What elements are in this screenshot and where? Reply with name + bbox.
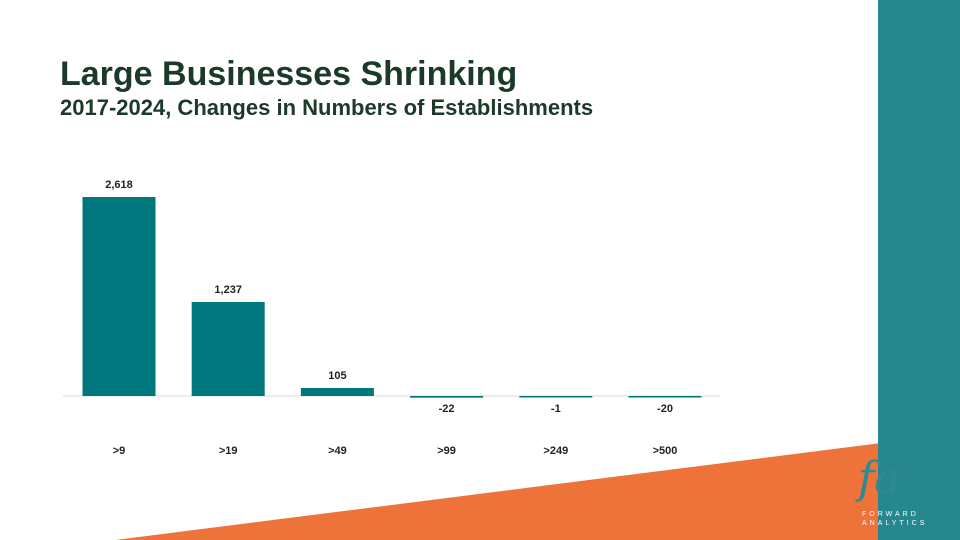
data-label-4: -1 <box>551 403 561 415</box>
chart-title: Large Businesses Shrinking <box>60 55 518 93</box>
logo-mark: fa <box>858 453 901 504</box>
data-label-3: -22 <box>439 403 455 415</box>
logo-word-analytics: ANALYTICS <box>862 520 928 527</box>
bar-3 <box>410 396 484 398</box>
bar-5 <box>628 396 702 398</box>
x-tick-label-2: >49 <box>328 445 347 457</box>
chart-subtitle: 2017-2024, Changes in Numbers of Establi… <box>60 95 594 120</box>
bar-0 <box>82 197 156 396</box>
x-tick-label-4: >249 <box>543 445 568 457</box>
orange-wedge-shape <box>115 433 960 540</box>
data-label-2: 105 <box>328 370 346 382</box>
x-tick-label-0: >9 <box>113 445 126 457</box>
data-label-0: 2,618 <box>105 179 133 191</box>
forward-analytics-logo: fa FORWARD ANALYTICS <box>838 455 938 535</box>
logo-word-forward: FORWARD <box>862 511 919 518</box>
data-label-5: -20 <box>657 403 673 415</box>
x-tick-label-1: >19 <box>219 445 238 457</box>
teal-side-band <box>878 0 960 540</box>
data-label-1: 1,237 <box>214 284 242 296</box>
x-tick-label-3: >99 <box>437 445 456 457</box>
x-tick-label-5: >500 <box>653 445 678 457</box>
bar-2 <box>300 388 374 396</box>
bar-1 <box>191 301 265 396</box>
bar-4 <box>519 396 593 398</box>
